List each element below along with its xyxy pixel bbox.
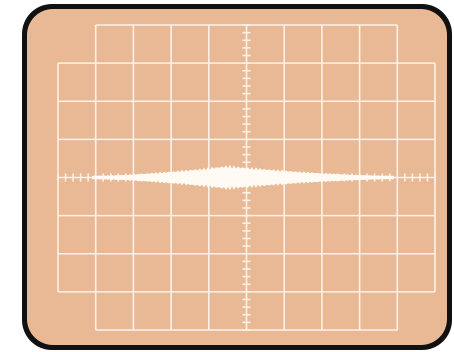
page: {} (() => { const ns = 'http://www.w3.or… [0, 0, 454, 352]
oscilloscope [0, 0, 454, 352]
